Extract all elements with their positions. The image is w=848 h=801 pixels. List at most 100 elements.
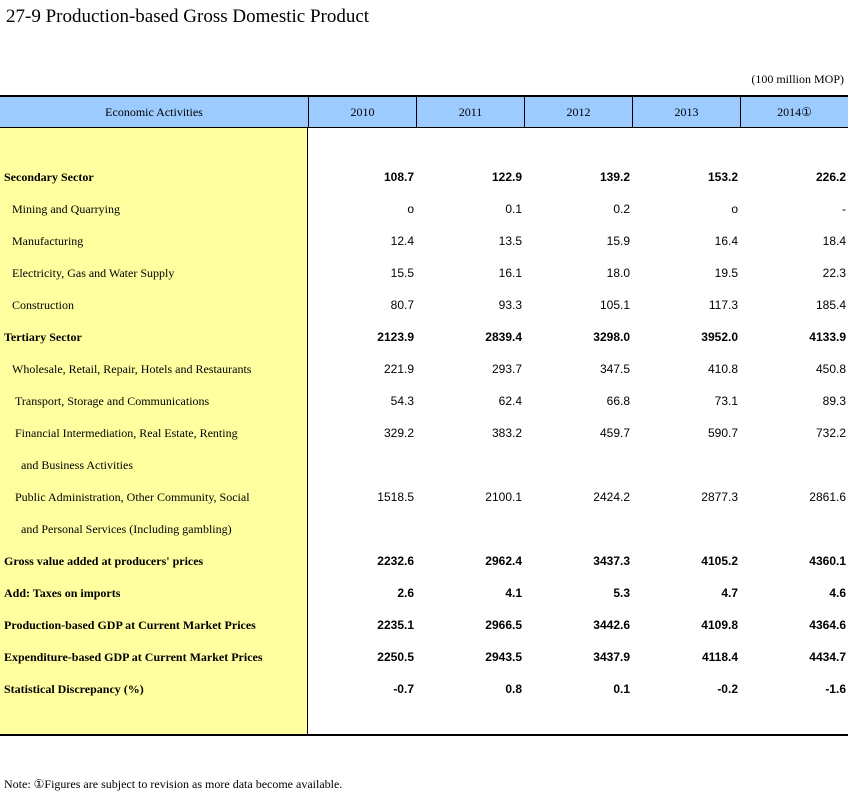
row-value: 347.5: [599, 362, 630, 376]
row-value: 2250.5: [377, 650, 414, 664]
row-value: 105.1: [599, 298, 630, 312]
row-value: 16.4: [714, 234, 738, 248]
row-value: 62.4: [498, 394, 522, 408]
table-row: Gross value added at producers' prices 22…: [0, 545, 848, 577]
row-value: 117.3: [708, 298, 738, 312]
table-row: Construction 80.7 93.3 105.1 117.3 185.4: [0, 289, 848, 321]
unit-label: (100 million MOP): [751, 72, 844, 86]
row-value: 3442.6: [593, 618, 630, 632]
table-row: Electricity, Gas and Water Supply 15.5 16.…: [0, 257, 848, 289]
table-row: Expenditure-based GDP at Current Market …: [0, 641, 848, 673]
row-value: 2235.1: [377, 618, 414, 632]
table-row: Tertiary Sector 2123.9 2839.4 3298.0 3952.0 4…: [0, 321, 848, 353]
page-title: 27-9 Production-based Gross Domestic Pro…: [6, 6, 370, 27]
row-value: 4.1: [505, 586, 522, 600]
row-label: Expenditure-based GDP at Current Market …: [4, 650, 263, 664]
table-row: Financial Intermediation, Real Estate, R…: [0, 417, 848, 449]
row-value: -: [842, 202, 846, 216]
table-row: and Business Activities: [0, 449, 848, 481]
row-value: 3952.0: [701, 330, 738, 344]
row-value: 54.3: [390, 394, 414, 408]
table-row: Manufacturing 12.4 13.5 15.9 16.4 18.4: [0, 225, 848, 257]
row-value: 4105.2: [701, 554, 738, 568]
row-value: 459.7: [599, 426, 630, 440]
row-label: Financial Intermediation, Real Estate, R…: [15, 426, 238, 440]
row-value: 73.1: [714, 394, 738, 408]
row-value: 4360.1: [809, 554, 846, 568]
row-value: 3437.9: [593, 650, 630, 664]
row-label: Add: Taxes on imports: [4, 586, 121, 600]
row-label: Mining and Quarrying: [12, 202, 120, 216]
row-value: 13.5: [498, 234, 522, 248]
row-label: Manufacturing: [12, 234, 84, 248]
row-value: o: [407, 202, 414, 216]
header-year-2013: 2013: [632, 97, 740, 127]
row-value: 0.1: [505, 202, 522, 216]
row-value: 4109.8: [701, 618, 738, 632]
row-value: 2962.4: [485, 554, 522, 568]
row-value: 2123.9: [377, 330, 414, 344]
row-value: 2424.2: [593, 490, 630, 504]
row-value: 22.3: [822, 266, 846, 280]
row-value: 19.5: [714, 266, 738, 280]
row-value: 4.6: [829, 586, 846, 600]
footnote: Note: ①Figures are subject to revision a…: [4, 777, 343, 791]
row-value: 4434.7: [809, 650, 846, 664]
table-bottom-rule: [0, 734, 848, 736]
row-value: 80.7: [390, 298, 414, 312]
header-top-rule: [0, 95, 848, 97]
row-label: and Personal Services (Including gamblin…: [21, 522, 232, 536]
row-value: 1518.5: [377, 490, 414, 504]
row-value: 5.3: [613, 586, 630, 600]
row-value: 0.8: [505, 682, 522, 696]
row-value: 2232.6: [377, 554, 414, 568]
row-label: Production-based GDP at Current Market P…: [4, 618, 256, 632]
row-value: 4.7: [721, 586, 738, 600]
row-value: 0.2: [613, 202, 630, 216]
row-value: 0.1: [613, 682, 630, 696]
row-value: 4133.9: [809, 330, 846, 344]
row-value: -0.2: [717, 682, 738, 696]
row-value: 2943.5: [485, 650, 522, 664]
row-value: 89.3: [822, 394, 846, 408]
header-year-2014: 2014①: [740, 97, 848, 127]
row-label: Tertiary Sector: [4, 330, 82, 344]
table-row: Add: Taxes on imports 2.6 4.1 5.3 4.7 4.6: [0, 577, 848, 609]
header-year-2011: 2011: [416, 97, 524, 127]
table-row: Transport, Storage and Communications 54.…: [0, 385, 848, 417]
table-header: Economic Activities 2010 2011 2012 2013 …: [0, 97, 848, 128]
row-value: 2100.1: [485, 490, 522, 504]
row-value: 3437.3: [593, 554, 630, 568]
row-value: 2861.6: [809, 490, 846, 504]
row-value: 122.9: [491, 170, 522, 184]
table-row: Mining and Quarrying o 0.1 0.2 o -: [0, 193, 848, 225]
row-value: 226.2: [815, 170, 846, 184]
table-row: Production-based GDP at Current Market P…: [0, 609, 848, 641]
row-label: Public Administration, Other Community, …: [15, 490, 250, 504]
row-value: 15.5: [390, 266, 414, 280]
row-label: and Business Activities: [21, 458, 133, 472]
row-value: 15.9: [606, 234, 630, 248]
header-year-2012: 2012: [524, 97, 632, 127]
row-value: -1.6: [825, 682, 846, 696]
row-label: Construction: [12, 298, 74, 312]
row-value: 4118.4: [701, 650, 738, 664]
row-label: Secondary Sector: [4, 170, 94, 184]
row-value: 2966.5: [485, 618, 522, 632]
row-value: 590.7: [707, 426, 738, 440]
row-label: Electricity, Gas and Water Supply: [12, 266, 175, 280]
row-value: 4364.6: [809, 618, 846, 632]
table-row: Public Administration, Other Community, …: [0, 481, 848, 513]
row-label: Statistical Discrepancy (%): [4, 682, 144, 696]
row-value: 66.8: [606, 394, 630, 408]
row-value: 410.8: [707, 362, 738, 376]
table-row: Wholesale, Retail, Repair, Hotels and Re…: [0, 353, 848, 385]
row-value: 139.2: [599, 170, 630, 184]
row-value: 2839.4: [485, 330, 522, 344]
row-value: -0.7: [393, 682, 414, 696]
row-label: Wholesale, Retail, Repair, Hotels and Re…: [12, 362, 252, 376]
header-year-2010: 2010: [308, 97, 416, 127]
row-value: 18.0: [606, 266, 630, 280]
label-column-background: [0, 128, 308, 735]
row-value: 2877.3: [701, 490, 738, 504]
